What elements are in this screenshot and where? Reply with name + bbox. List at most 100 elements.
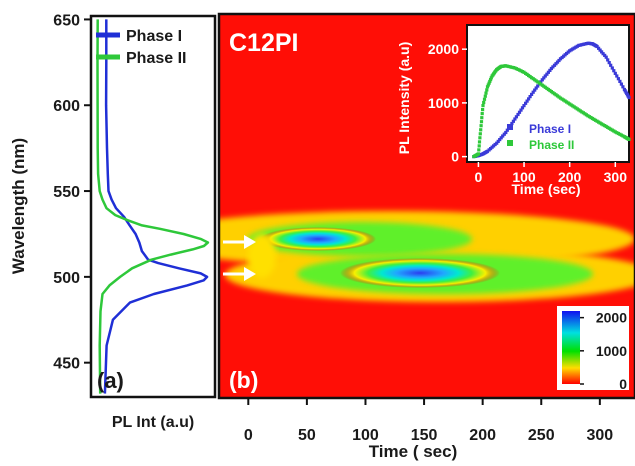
- inset-point-phase-1: [511, 119, 515, 123]
- inset-point-phase-2: [477, 140, 482, 144]
- panel-b-xtick-label: 250: [528, 427, 555, 444]
- inset-point-phase-1: [600, 50, 604, 54]
- colorbar-ticks: 0 1000 2000: [580, 310, 627, 392]
- panel-a-xlabel: PL Int (a.u): [112, 414, 194, 431]
- inset-point-phase-1: [616, 77, 620, 81]
- inset-point-phase-1: [610, 66, 614, 70]
- inset-point-phase-2: [481, 104, 485, 108]
- inset: 0 1000 2000 0 100 200 300 Phase I Phase II Tim…: [396, 24, 631, 197]
- panel-a-line-2: [96, 19, 210, 394]
- inset-frame: [466, 24, 630, 163]
- inset-legend-label-phase-2: Phase II: [529, 138, 574, 152]
- inset-series: [472, 41, 631, 159]
- inset-point-phase-2: [572, 105, 576, 109]
- inset-point-phase-2: [482, 100, 486, 105]
- panel-a-ytick-label: 600: [53, 98, 80, 115]
- panel-b-xtick-label: 300: [586, 427, 613, 444]
- inset-point-phase-1: [543, 74, 547, 78]
- panel-b-xtick-label: 50: [298, 427, 316, 444]
- inset-point-phase-2: [487, 81, 491, 85]
- inset-point-phase-1: [513, 117, 517, 121]
- legend-label-phase-2: Phase II: [126, 50, 186, 67]
- inset-point-phase-2: [488, 79, 492, 83]
- inset-xtick-label: 100: [512, 169, 536, 185]
- colorbar-tick-label: 0: [619, 376, 627, 392]
- inset-point-phase-1: [619, 82, 623, 86]
- inset-legend: Phase I Phase II: [507, 122, 574, 152]
- panel-b-xtick-label: 150: [411, 427, 438, 444]
- inset-point-phase-1: [524, 101, 528, 105]
- inset-point-phase-1: [495, 141, 499, 145]
- inset-point-phase-1: [528, 95, 532, 99]
- inset-point-phase-1: [505, 128, 509, 132]
- colorbar-tick-label: 2000: [596, 310, 627, 326]
- inset-point-phase-1: [572, 46, 576, 50]
- inset-point-phase-1: [534, 86, 538, 90]
- panel-a-legend: Phase I Phase II: [96, 28, 186, 67]
- panel-b-xtick-label: 200: [469, 427, 496, 444]
- colorbar-tick-label: 1000: [596, 343, 627, 359]
- inset-point-phase-1: [514, 115, 518, 119]
- inset-point-phase-2: [482, 97, 487, 101]
- panel-a-ytick-label: 450: [53, 356, 80, 373]
- inset-point-phase-2: [485, 85, 490, 89]
- inset-point-phase-1: [603, 53, 607, 57]
- inset-point-phase-1: [595, 44, 599, 49]
- inset-point-phase-1: [607, 61, 611, 65]
- inset-point-phase-1: [498, 138, 502, 142]
- inset-point-phase-1: [499, 136, 503, 140]
- inset-point-phase-2: [489, 78, 493, 82]
- inset-point-phase-1: [536, 84, 540, 88]
- inset-point-phase-1: [517, 110, 522, 114]
- inset-point-phase-1: [613, 71, 617, 75]
- inset-point-phase-2: [485, 88, 489, 92]
- inset-ytick-label: 0: [451, 149, 459, 165]
- inset-point-phase-1: [548, 68, 552, 72]
- heatmap-features: [219, 211, 635, 302]
- inset-point-phase-1: [542, 76, 546, 80]
- legend-label-phase-1: Phase I: [126, 28, 182, 45]
- panel-b-xlabel: Time ( sec): [369, 442, 458, 461]
- inset-point-phase-1: [618, 79, 622, 83]
- inset-point-phase-2: [609, 127, 613, 131]
- heatmap-arrows: [223, 235, 256, 281]
- inset-xtick-label: 200: [558, 169, 582, 185]
- inset-point-phase-1: [546, 70, 550, 74]
- inset-axes: 0 1000 2000 0 100 200 300: [428, 41, 627, 185]
- inset-point-phase-1: [504, 130, 508, 135]
- inset-legend-marker-phase-2: [507, 140, 513, 146]
- inset-xtick-label: 300: [604, 169, 628, 185]
- panel-a-ytick-label: 550: [53, 184, 80, 201]
- inset-point-phase-1: [621, 85, 625, 89]
- inset-point-phase-2: [484, 91, 488, 95]
- inset-point-phase-2: [478, 136, 482, 140]
- panel-b-frame: [217, 12, 635, 400]
- panel-a-y-axis: 450 500 550 600 650: [53, 12, 91, 373]
- panel-a-line-1: [103, 19, 209, 394]
- panel-b-title: C12PI: [229, 29, 298, 57]
- inset-legend-marker-phase-1: [507, 124, 513, 130]
- panel-a: 450 500 550 600 650 Phase I Phase II (a) PL …: [9, 12, 217, 431]
- inset-point-phase-1: [609, 63, 613, 67]
- inset-legend-label-phase-1: Phase I: [529, 122, 571, 136]
- inset-point-phase-2: [536, 80, 540, 84]
- inset-point-phase-1: [501, 134, 505, 138]
- inset-point-phase-1: [601, 52, 605, 56]
- heatmap-peak-520: [260, 227, 376, 251]
- panel-a-ytick-label: 500: [53, 270, 80, 287]
- inset-point-phase-2: [479, 124, 483, 128]
- inset-point-phase-2: [481, 108, 485, 112]
- inset-point-phase-1: [615, 74, 619, 78]
- inset-point-phase-2: [479, 120, 484, 124]
- inset-point-phase-1: [606, 58, 610, 62]
- panel-a-ylabel: Wavelength (nm): [9, 138, 28, 274]
- panel-b-xtick-label: 0: [244, 427, 253, 444]
- inset-point-phase-1: [598, 48, 602, 52]
- inset-point-phase-2: [480, 112, 484, 116]
- inset-point-phase-1: [557, 58, 561, 63]
- inset-point-phase-1: [612, 69, 616, 73]
- inset-point-phase-1: [604, 55, 608, 59]
- inset-point-phase-1: [533, 88, 537, 92]
- inset-point-phase-1: [627, 95, 631, 100]
